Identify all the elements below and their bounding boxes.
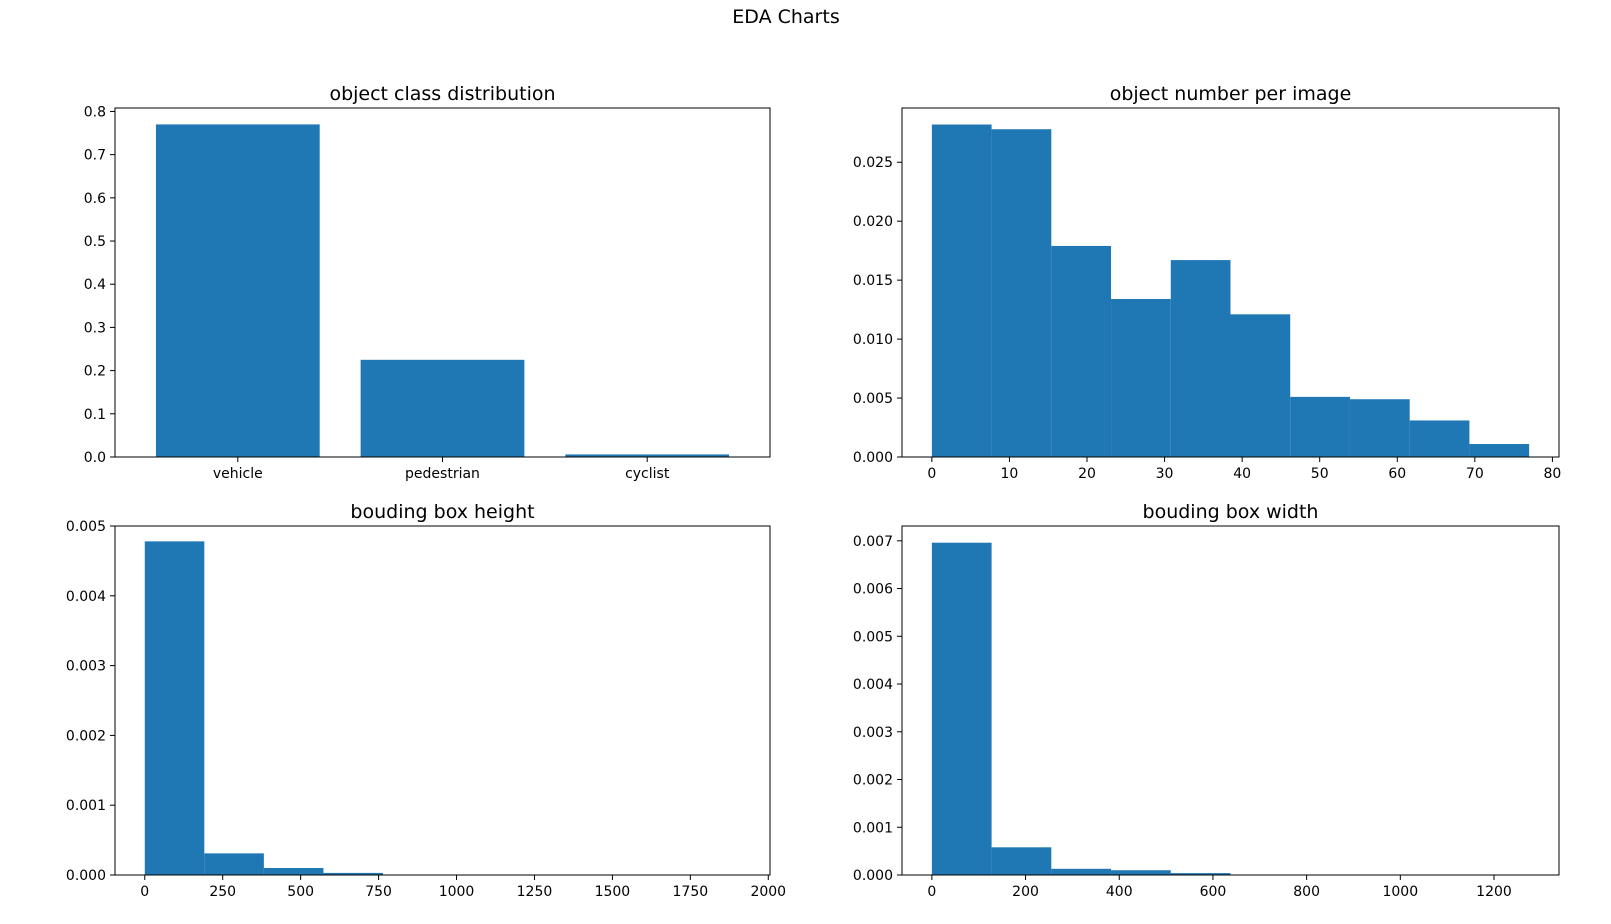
class-distribution-ytick-label: 0.7	[84, 148, 106, 164]
bbox-height-bin-0	[144, 541, 205, 875]
class-distribution-ytick-label: 0.0	[84, 450, 106, 466]
class-distribution-subplot: object class distribution vehicle pedestri…	[84, 83, 771, 482]
bbox-height-xtick-label: 750	[365, 884, 392, 900]
bbox-width-xtick-label: 1200	[1476, 884, 1512, 900]
bbox-height-title: bouding box height	[350, 501, 534, 523]
bbox-width-bin-0	[931, 542, 992, 875]
bbox-height-xtick-label: 1250	[517, 884, 553, 900]
objects-per-image-ytick-label: 0.025	[853, 155, 893, 171]
objects-per-image-xtick-label: 60	[1388, 466, 1406, 482]
class-distribution-axes-frame	[114, 107, 771, 458]
figure-title: EDA Charts	[732, 6, 839, 28]
class-distribution-xtick-label: cyclist	[625, 466, 670, 482]
bbox-width-subplot: bouding box width 0 200 400 600 800 1000 1200 0.…	[853, 501, 1560, 900]
objects-per-image-xtick-label: 30	[1156, 466, 1174, 482]
subplots: object class distribution vehicle pedestri…	[66, 83, 1561, 900]
bbox-height-ytick-label: 0.005	[66, 519, 106, 535]
objects-per-image-xtick-label: 20	[1078, 466, 1096, 482]
bbox-width-xtick-label: 800	[1293, 884, 1320, 900]
bbox-height-bin-3	[323, 872, 383, 875]
class-distribution-bar-cyclist	[565, 454, 730, 457]
objects-per-image-subplot: object number per image 0 10 20 30 40 50 60 70 80…	[853, 83, 1561, 482]
bbox-width-bin-3	[1111, 870, 1171, 875]
bbox-height-subplot: bouding box height 0 250 500 750 1000 1250 1500…	[66, 501, 786, 900]
bbox-width-xtick-label: 400	[1106, 884, 1133, 900]
class-distribution-ytick-label: 0.6	[84, 191, 106, 207]
class-distribution-xtick-label: pedestrian	[405, 466, 480, 482]
class-distribution-ytick-label: 0.4	[84, 277, 106, 293]
bbox-height-xtick-label: 500	[287, 884, 314, 900]
objects-per-image-bin-3	[1111, 299, 1171, 457]
objects-per-image-bin-0	[931, 124, 992, 457]
class-distribution-bar-pedestrian	[360, 359, 525, 457]
objects-per-image-bin-7	[1349, 399, 1410, 457]
class-distribution-ytick-label: 0.8	[84, 104, 106, 120]
bbox-width-ytick-label: 0.002	[853, 773, 893, 789]
bbox-width-ytick-label: 0.000	[853, 868, 893, 884]
class-distribution-ytick-label: 0.5	[84, 234, 106, 250]
bbox-height-xtick-label: 250	[209, 884, 236, 900]
bbox-height-xtick-label: 2000	[750, 884, 786, 900]
class-distribution-title: object class distribution	[329, 83, 555, 105]
class-distribution-bar-vehicle	[155, 124, 320, 458]
objects-per-image-xtick-label: 0	[927, 466, 936, 482]
bbox-width-axes-frame	[901, 525, 1560, 876]
bbox-height-bin-1	[204, 853, 264, 875]
bbox-height-ytick-label: 0.003	[66, 659, 106, 675]
objects-per-image-bin-9	[1469, 444, 1530, 457]
bbox-height-xtick-label: 0	[140, 884, 149, 900]
objects-per-image-ytick-label: 0.005	[853, 391, 893, 407]
bbox-height-xtick-label: 1500	[595, 884, 631, 900]
class-distribution-xtick-label: vehicle	[213, 466, 263, 482]
objects-per-image-ytick-label: 0.010	[853, 332, 893, 348]
objects-per-image-bin-4	[1170, 260, 1231, 457]
bbox-width-ytick-label: 0.005	[853, 629, 893, 645]
objects-per-image-ytick-label: 0.000	[853, 450, 893, 466]
bbox-width-title: bouding box width	[1143, 501, 1319, 523]
objects-per-image-xtick-label: 40	[1233, 466, 1251, 482]
bbox-width-ytick-label: 0.001	[853, 820, 893, 836]
objects-per-image-xtick-label: 80	[1543, 466, 1561, 482]
objects-per-image-xtick-label: 10	[1001, 466, 1019, 482]
bbox-height-ytick-label: 0.001	[66, 798, 106, 814]
objects-per-image-bin-6	[1290, 396, 1350, 457]
bbox-height-xtick-label: 1000	[439, 884, 475, 900]
bbox-height-xtick-label: 1750	[673, 884, 709, 900]
bbox-width-ytick-label: 0.006	[853, 582, 893, 598]
bbox-width-ytick-label: 0.007	[853, 534, 893, 550]
class-distribution-ytick-label: 0.1	[84, 407, 106, 423]
objects-per-image-xtick-label: 70	[1466, 466, 1484, 482]
bbox-width-bin-2	[1051, 868, 1112, 875]
bbox-height-ytick-label: 0.002	[66, 728, 106, 744]
bbox-width-ytick-label: 0.004	[853, 677, 893, 693]
objects-per-image-bin-8	[1409, 420, 1470, 457]
bbox-height-axes-frame	[114, 525, 771, 876]
bbox-width-xtick-label: 1000	[1382, 884, 1418, 900]
bbox-height-bin-2	[263, 868, 324, 875]
bbox-width-bin-4	[1170, 873, 1231, 875]
objects-per-image-xtick-label: 50	[1311, 466, 1329, 482]
bbox-height-ytick-label: 0.000	[66, 868, 106, 884]
bbox-height-ytick-label: 0.004	[66, 589, 106, 605]
class-distribution-ytick-label: 0.2	[84, 364, 106, 380]
objects-per-image-title: object number per image	[1110, 83, 1352, 105]
objects-per-image-ytick-label: 0.015	[853, 273, 893, 289]
bbox-width-xtick-label: 600	[1200, 884, 1227, 900]
bbox-width-bin-1	[991, 847, 1052, 875]
bbox-width-xtick-label: 0	[927, 884, 936, 900]
objects-per-image-ytick-label: 0.020	[853, 214, 893, 230]
objects-per-image-bin-1	[991, 129, 1052, 458]
objects-per-image-bin-2	[1051, 245, 1112, 457]
class-distribution-ytick-label: 0.3	[84, 320, 106, 336]
bbox-width-xtick-label: 200	[1012, 884, 1039, 900]
objects-per-image-axes-frame	[901, 107, 1560, 458]
objects-per-image-bin-5	[1230, 314, 1291, 457]
bbox-width-ytick-label: 0.003	[853, 725, 893, 741]
